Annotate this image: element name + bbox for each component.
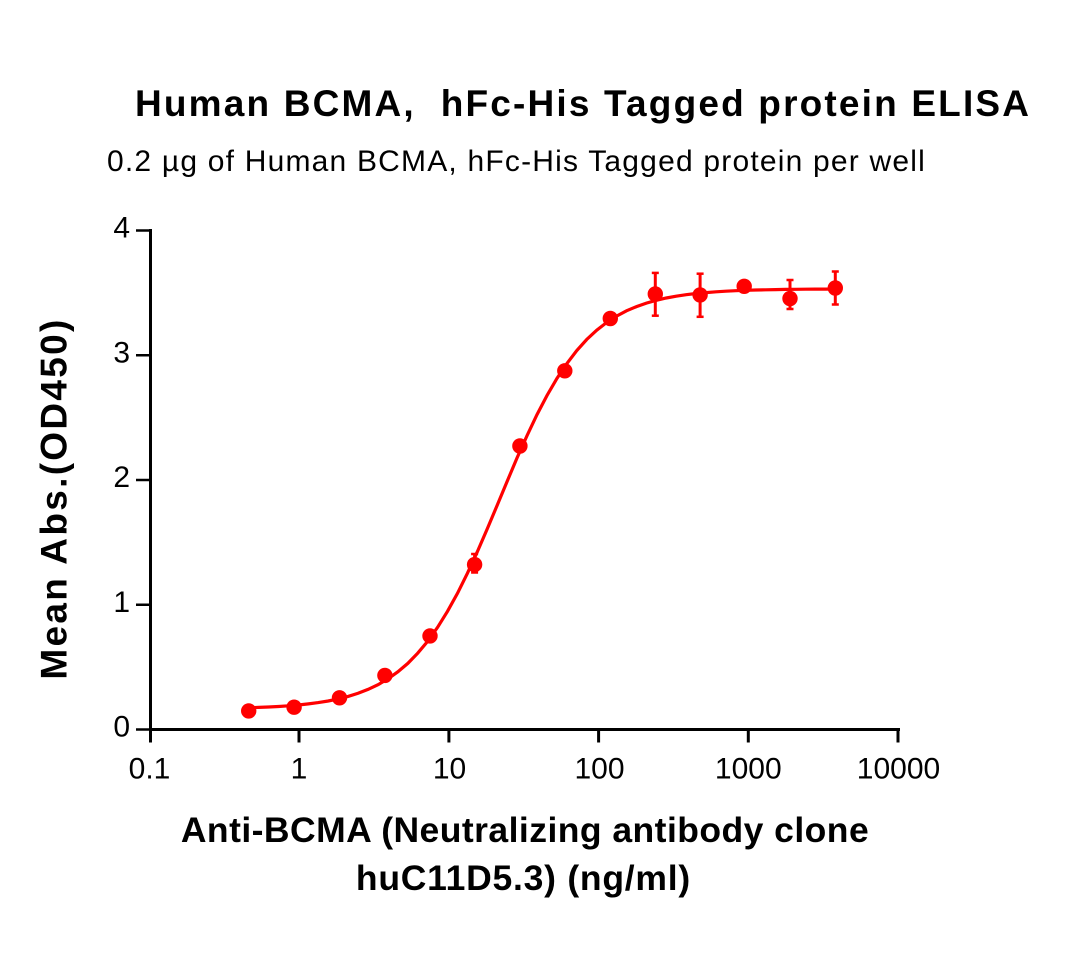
svg-text:Anti-BCMA (Neutralizing antibo: Anti-BCMA (Neutralizing antibody clone bbox=[181, 810, 869, 850]
svg-text:Mean Abs.(OD450): Mean Abs.(OD450) bbox=[34, 317, 75, 679]
svg-text:1: 1 bbox=[291, 753, 308, 786]
svg-text:huC11D5.3) (ng/ml): huC11D5.3) (ng/ml) bbox=[356, 858, 691, 898]
svg-text:Human BCMA, hFc-His Tagged pr: Human BCMA, hFc-His Tagged protein ELISA bbox=[135, 83, 1031, 124]
svg-text:0.1: 0.1 bbox=[129, 753, 171, 786]
svg-text:4: 4 bbox=[113, 212, 130, 245]
svg-text:10000: 10000 bbox=[857, 753, 940, 786]
svg-text:100: 100 bbox=[574, 753, 624, 786]
svg-text:1: 1 bbox=[113, 586, 130, 619]
svg-text:10: 10 bbox=[433, 753, 466, 786]
svg-text:0: 0 bbox=[113, 711, 130, 744]
svg-text:3: 3 bbox=[113, 336, 130, 369]
svg-text:1000: 1000 bbox=[715, 753, 782, 786]
svg-text:0.2 µg of Human BCMA, hFc-His: 0.2 µg of Human BCMA, hFc-His Tagged pro… bbox=[107, 145, 926, 178]
svg-text:2: 2 bbox=[113, 461, 130, 494]
